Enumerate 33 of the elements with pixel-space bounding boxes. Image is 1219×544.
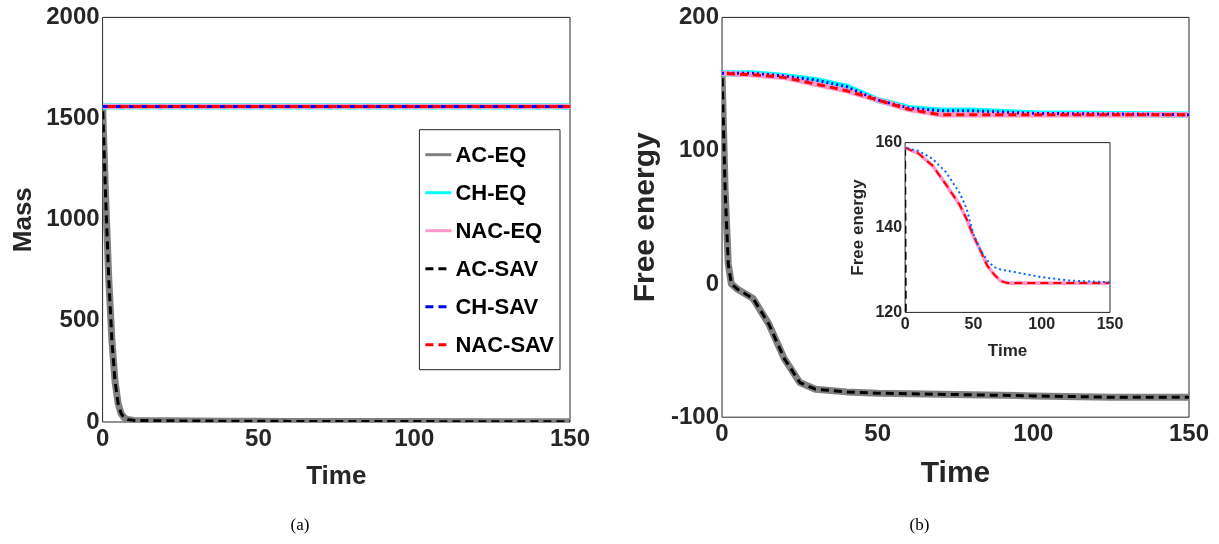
x-tick-label: 100 <box>394 424 435 452</box>
x-tick-label: 50 <box>964 315 983 333</box>
y-tick-label: 160 <box>875 133 903 151</box>
x-tick-label: 50 <box>864 419 892 447</box>
x-tick-label: 150 <box>1168 419 1210 447</box>
y-tick-label: 1500 <box>46 103 100 131</box>
legend-label: NAC-EQ <box>455 217 543 243</box>
x-tick-label: 150 <box>1096 315 1124 333</box>
y-tick-label: 500 <box>59 305 100 333</box>
text: (a) <box>289 515 311 535</box>
x-tick-label: 100 <box>1013 419 1054 447</box>
y-axis-title: Free energy <box>847 178 867 276</box>
x-tick-label: 150 <box>549 424 591 452</box>
x-axis-title: Time <box>920 455 991 489</box>
y-axis-title: Free energy <box>627 131 661 303</box>
y-tick-label: 200 <box>678 2 720 30</box>
y-axis-title: Mass <box>6 187 37 253</box>
x-tick-label: 100 <box>1028 315 1056 333</box>
legend-label: CH-SAV <box>455 293 539 319</box>
legend-label: AC-EQ <box>455 141 527 167</box>
y-tick-label: 0 <box>705 268 720 296</box>
text: (b) <box>908 515 931 535</box>
y-tick-label: 2000 <box>46 2 100 30</box>
y-tick-label: 100 <box>678 135 720 163</box>
legend-label: CH-EQ <box>455 179 527 205</box>
x-tick-label: 50 <box>245 424 272 452</box>
x-axis-title: Time <box>306 459 367 490</box>
y-tick-label: 120 <box>875 302 903 320</box>
y-tick-label: 1000 <box>46 204 100 232</box>
y-tick-label: 140 <box>875 217 903 235</box>
legend-label: AC-SAV <box>455 255 539 281</box>
x-axis-title: Time <box>987 341 1028 361</box>
legend-label: NAC-SAV <box>455 331 555 357</box>
